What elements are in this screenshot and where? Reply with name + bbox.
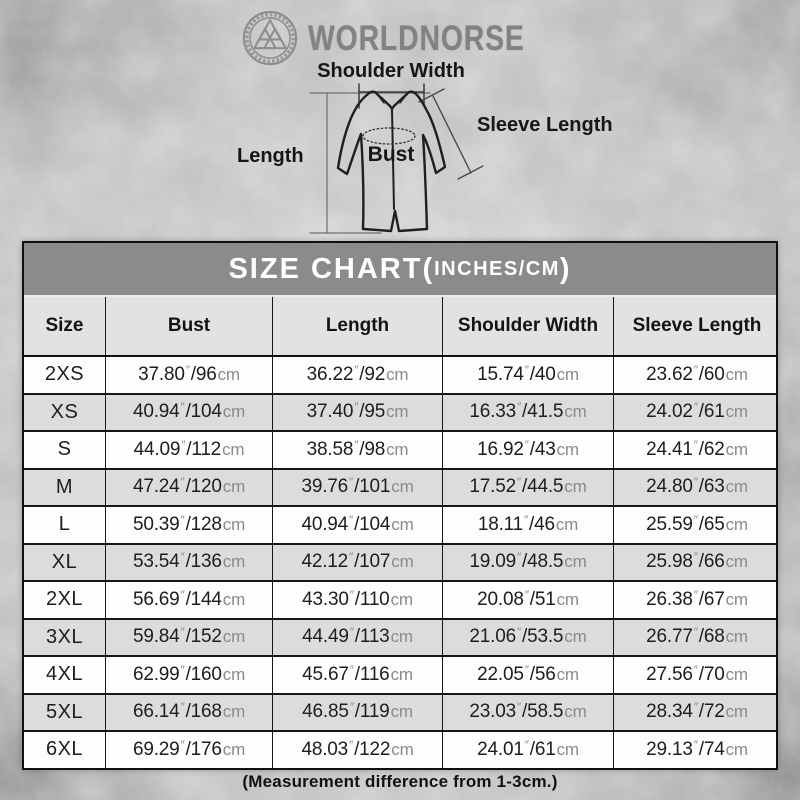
measure-cell: 29.13 ″/74 cm xyxy=(646,737,748,760)
size-cell: 2XS xyxy=(24,357,106,393)
length-label: Length xyxy=(237,145,304,167)
measure-cell: 25.98 ″/66 cm xyxy=(646,550,748,573)
measure-cell: 37.40 ″/95 cm xyxy=(273,394,443,430)
measure-cell: 40.94 ″/104 cm xyxy=(106,394,273,430)
size-cell: L xyxy=(24,507,106,543)
table-row: L 50.39 ″/128 cm 40.94 ″/104 cm 18.11 ″/46 cm … xyxy=(24,505,776,543)
measure-cell: 50.39 ″/128 cm xyxy=(106,507,273,543)
measure-cell: 43.30 ″/110 cm xyxy=(273,582,443,618)
column-header-bust: Bust xyxy=(106,297,273,355)
shoulder-width-line xyxy=(358,83,425,109)
measure-cell: 24.02 ″/61 cm xyxy=(646,400,748,423)
measure-cell: 23.03 ″/58.5 cm xyxy=(443,694,614,730)
measure-cell: 18.11 ″/46 cm xyxy=(443,507,614,543)
measure-cell: 48.03 ″/122 cm xyxy=(273,732,443,768)
measure-cell: 20.08 ″/51 cm xyxy=(443,582,614,618)
size-cell: XS xyxy=(24,394,106,430)
size-cell: S xyxy=(24,432,106,468)
measure-cell: 22.05 ″/56 cm xyxy=(443,657,614,693)
measure-cell: 69.29 ″/176 cm xyxy=(106,732,273,768)
size-cell: M xyxy=(24,469,106,505)
table-row: 3XL 59.84 ″/152 cm 44.49 ″/113 cm 21.06 ″/53.… xyxy=(24,617,776,655)
size-cell: 3XL xyxy=(24,619,106,655)
measure-cell: 38.58 ″/98 cm xyxy=(273,432,443,468)
measure-cell: 25.59 ″/65 cm xyxy=(646,512,748,535)
column-header-sleeve-length: Sleeve Length xyxy=(632,315,762,336)
measure-cell: 59.84 ″/152 cm xyxy=(106,619,273,655)
measure-cell: 56.69 ″/144 cm xyxy=(106,582,273,618)
column-header-shoulder-width: Shoulder Width xyxy=(443,297,614,355)
measure-cell: 28.34 ″/72 cm xyxy=(646,700,748,723)
measure-cell: 26.77 ″/68 cm xyxy=(646,625,748,648)
measure-cell: 24.41 ″/62 cm xyxy=(646,437,748,460)
column-header-size: Size xyxy=(24,297,106,355)
measure-cell: 27.56 ″/70 cm xyxy=(646,662,748,685)
measure-cell: 15.74 ″/40 cm xyxy=(443,357,614,393)
brand-header: WORLDNORSE xyxy=(0,9,800,67)
measure-cell: 23.62 ″/60 cm xyxy=(646,362,748,385)
size-chart-title: SIZE CHART( INCHES/CM ) xyxy=(24,243,776,297)
measure-cell: 42.12 ″/107 cm xyxy=(273,544,443,580)
sleeve-length-line xyxy=(418,88,484,180)
column-header-length: Length xyxy=(273,297,443,355)
table-row: 2XL 56.69 ″/144 cm 43.30 ″/110 cm 20.08 ″/51 c… xyxy=(24,580,776,618)
table-row: S 44.09 ″/112 cm 38.58 ″/98 cm 16.92 ″/43 cm 2… xyxy=(24,430,776,468)
measure-cell: 40.94 ″/104 cm xyxy=(273,507,443,543)
measurement-footnote: (Measurement difference from 1-3cm.) xyxy=(242,772,558,791)
bust-measure-ellipse xyxy=(362,127,416,145)
measure-cell: 44.49 ″/113 cm xyxy=(273,619,443,655)
size-table-body: 2XS 37.80 ″/96 cm 36.22 ″/92 cm 15.74 ″/40 cm … xyxy=(24,357,776,768)
measure-cell: 53.54 ″/136 cm xyxy=(106,544,273,580)
sleeve-length-label: Sleeve Length xyxy=(477,114,613,136)
measure-cell: 37.80 ″/96 cm xyxy=(106,357,273,393)
size-cell: 2XL xyxy=(24,582,106,618)
measure-cell: 21.06 ″/53.5 cm xyxy=(443,619,614,655)
title-prefix: SIZE CHART( xyxy=(228,252,435,285)
size-chart-table: SIZE CHART( INCHES/CM ) Size Bust Length… xyxy=(22,241,778,770)
shoulder-width-label: Shoulder Width xyxy=(317,60,465,82)
title-units: INCHES/CM xyxy=(434,257,560,280)
table-row: M 47.24 ″/120 cm 39.76 ″/101 cm 17.52 ″/44.5 c… xyxy=(24,467,776,505)
size-chart-header-row: Size Bust Length Shoulder Width Sleeve L… xyxy=(24,297,776,357)
table-row: XS 40.94 ″/104 cm 37.40 ″/95 cm 16.33 ″/41.5 c… xyxy=(24,392,776,430)
measure-cell: 16.92 ″/43 cm xyxy=(443,432,614,468)
table-row: 6XL 69.29 ″/176 cm 48.03 ″/122 cm 24.01 ″/61 c… xyxy=(24,730,776,768)
measure-cell: 46.85 ″/119 cm xyxy=(273,694,443,730)
brand-name: WORLDNORSE xyxy=(307,17,525,58)
measure-cell: 16.33 ″/41.5 cm xyxy=(443,394,614,430)
measure-cell: 26.38 ″/67 cm xyxy=(646,587,748,610)
measure-cell: 36.22 ″/92 cm xyxy=(273,357,443,393)
measure-cell: 24.01 ″/61 cm xyxy=(443,732,614,768)
table-row: XL 53.54 ″/136 cm 42.12 ″/107 cm 19.09 ″/48.5… xyxy=(24,542,776,580)
measure-cell: 24.80 ″/63 cm xyxy=(646,475,748,498)
table-row: 2XS 37.80 ″/96 cm 36.22 ″/92 cm 15.74 ″/40 cm … xyxy=(24,357,776,393)
title-suffix: ) xyxy=(559,252,572,285)
measure-cell: 19.09 ″/48.5 cm xyxy=(443,544,614,580)
valknut-logo-icon xyxy=(242,10,297,66)
measure-cell: 62.99 ″/160 cm xyxy=(106,657,273,693)
size-cell: 4XL xyxy=(24,657,106,693)
table-row: 4XL 62.99 ″/160 cm 45.67 ″/116 cm 22.05 ″/56 c… xyxy=(24,655,776,693)
measure-cell: 45.67 ″/116 cm xyxy=(273,657,443,693)
measure-cell: 66.14 ″/168 cm xyxy=(106,694,273,730)
size-cell: XL xyxy=(24,544,106,580)
measure-cell: 39.76 ″/101 cm xyxy=(273,469,443,505)
size-cell: 6XL xyxy=(24,732,106,768)
table-row: 5XL 66.14 ″/168 cm 46.85 ″/119 cm 23.03 ″/58.… xyxy=(24,692,776,730)
size-cell: 5XL xyxy=(24,694,106,730)
measure-cell: 44.09 ″/112 cm xyxy=(106,432,273,468)
bust-label: Bust xyxy=(367,143,415,166)
measure-cell: 17.52 ″/44.5 cm xyxy=(443,469,614,505)
measure-cell: 47.24 ″/120 cm xyxy=(106,469,273,505)
